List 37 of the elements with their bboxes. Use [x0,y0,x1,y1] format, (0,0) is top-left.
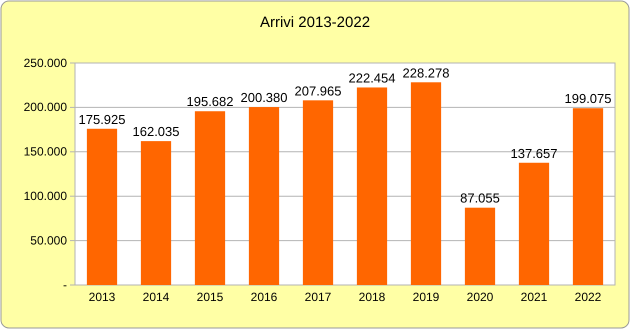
y-tick-label: - [63,278,67,292]
x-tick-label: 2014 [142,290,170,304]
bar [302,100,334,285]
x-tick-label: 2019 [412,290,440,304]
data-label: 207.965 [294,83,342,98]
data-label: 162.035 [132,124,180,140]
bar [464,208,496,285]
data-label: 87.055 [460,190,500,206]
y-tick-label: 100.000 [24,189,68,204]
data-label: 228.278 [402,65,450,80]
bar [410,82,442,285]
bar [518,162,550,285]
bar [86,128,118,285]
data-label: 175.925 [78,112,126,127]
x-tick-label: 2022 [574,290,602,304]
x-tick-label: 2018 [358,290,386,304]
bar [356,87,388,285]
y-tick-label: 150.000 [24,144,68,159]
x-tick-label: 2017 [304,290,332,304]
x-tick-label: 2016 [250,290,278,304]
y-tick-label: 200.000 [24,100,68,114]
y-tick-label: 50.000 [30,233,68,248]
data-label: 200.380 [240,90,288,106]
data-label: 222.454 [348,70,396,86]
x-tick-label: 2020 [466,290,494,304]
x-tick-label: 2015 [196,290,224,304]
bar [140,141,172,285]
data-label: 137.657 [510,146,558,161]
bar [248,107,280,285]
x-tick-label: 2013 [88,290,116,304]
x-tick-label: 2021 [520,290,548,304]
data-label: 199.075 [564,91,612,106]
data-label: 195.682 [186,94,234,110]
bar [572,108,604,285]
bar [194,111,226,285]
chart-title: Arrivi 2013-2022 [260,14,370,31]
y-tick-label: 250.000 [24,56,68,70]
